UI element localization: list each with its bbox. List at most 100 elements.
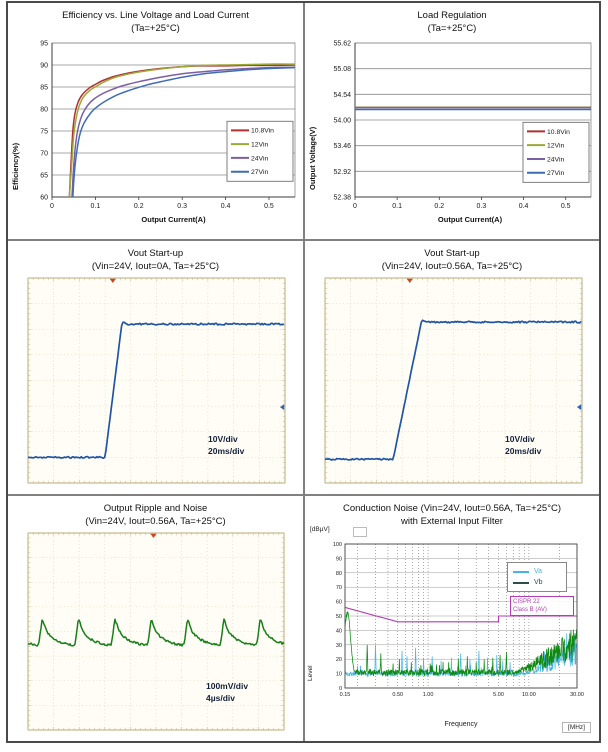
legend-label: Va bbox=[534, 568, 543, 575]
chart-subtitle: (Ta=+25°C) bbox=[427, 23, 477, 34]
limit-label-line1: CISPR 22 bbox=[513, 599, 540, 605]
svg-text:52.38: 52.38 bbox=[333, 195, 351, 202]
panel-startup-load: Vout Start-up (Vin=24V, Iout=0.56A, Ta=+… bbox=[305, 241, 599, 494]
svg-text:30.00: 30.00 bbox=[570, 692, 584, 698]
time-per-div: 20ms/div bbox=[208, 446, 245, 457]
svg-text:27Vin: 27Vin bbox=[547, 170, 564, 177]
svg-text:0.3: 0.3 bbox=[477, 203, 487, 210]
svg-text:65: 65 bbox=[40, 173, 48, 180]
svg-text:54.00: 54.00 bbox=[333, 118, 351, 125]
panel-ripple-noise: Output Ripple and Noise (Vin=24V, Iout=0… bbox=[8, 496, 303, 741]
scope-scale-annotation: 10V/div 20ms/div bbox=[208, 433, 244, 458]
svg-text:60: 60 bbox=[336, 600, 342, 606]
x-axis-label: Frequency bbox=[444, 721, 478, 728]
y-axis-label: Output Voltage(V) bbox=[308, 126, 317, 190]
svg-text:10: 10 bbox=[336, 672, 342, 678]
svg-text:50: 50 bbox=[336, 614, 342, 620]
load-regulation-chart: 52.38 52.92 53.46 54.00 54.54 55.08 55.62 0 0.1 0… bbox=[333, 41, 592, 210]
page-frame: Efficiency vs. Line Voltage and Load Cur… bbox=[6, 1, 601, 743]
startup-scope-capture bbox=[324, 277, 583, 484]
svg-text:80: 80 bbox=[40, 107, 48, 114]
svg-text:0.1: 0.1 bbox=[91, 203, 101, 210]
x-axis-unit: [MHz] bbox=[562, 722, 591, 733]
svg-text:24Vin: 24Vin bbox=[251, 155, 268, 162]
svg-text:90: 90 bbox=[40, 63, 48, 70]
svg-text:60: 60 bbox=[40, 195, 48, 202]
svg-text:0.50: 0.50 bbox=[392, 692, 403, 698]
y-axis-label: Level bbox=[307, 665, 314, 681]
vb-line-sample bbox=[513, 581, 529, 584]
svg-text:24Vin: 24Vin bbox=[547, 156, 564, 163]
svg-text:95: 95 bbox=[40, 41, 48, 48]
svg-text:80: 80 bbox=[336, 571, 342, 577]
svg-text:0.3: 0.3 bbox=[177, 203, 187, 210]
svg-text:40: 40 bbox=[336, 628, 342, 634]
svg-text:0.1: 0.1 bbox=[392, 203, 402, 210]
limit-label-line2: Class B (AV) bbox=[513, 607, 547, 614]
chart-title: Vout Start-up bbox=[424, 248, 480, 259]
svg-text:70: 70 bbox=[336, 585, 342, 591]
time-per-div: 20ms/div bbox=[505, 446, 542, 457]
panel-efficiency: Efficiency vs. Line Voltage and Load Cur… bbox=[8, 3, 303, 239]
svg-text:0.15: 0.15 bbox=[340, 692, 351, 698]
svg-text:0.5: 0.5 bbox=[561, 203, 571, 210]
chart-subtitle: (Vin=24V, Iout=0.56A, Ta=+25°C) bbox=[381, 261, 523, 272]
svg-text:0.4: 0.4 bbox=[519, 203, 529, 210]
empty-box-artifact bbox=[353, 527, 367, 537]
svg-text:70: 70 bbox=[40, 151, 48, 158]
legend-item-vb: Vb bbox=[513, 579, 561, 586]
chart-subtitle: (Vin=24V, Iout=0A, Ta=+25°C) bbox=[91, 261, 220, 272]
legend-item-va: Va bbox=[513, 568, 561, 575]
scope-scale-annotation: 10V/div 20ms/div bbox=[505, 433, 541, 458]
svg-text:0: 0 bbox=[339, 686, 342, 692]
svg-text:55.08: 55.08 bbox=[333, 66, 351, 73]
svg-text:12Vin: 12Vin bbox=[547, 143, 564, 150]
svg-text:20: 20 bbox=[336, 657, 342, 663]
volts-per-div: 10V/div bbox=[505, 434, 535, 444]
svg-text:10.00: 10.00 bbox=[522, 692, 536, 698]
chart-title: Conduction Noise (Vin=24V, Iout=0.56A, T… bbox=[342, 503, 562, 514]
panel-startup-noload: Vout Start-up (Vin=24V, Iout=0A, Ta=+25°… bbox=[8, 241, 303, 494]
x-axis-label: Output Current(A) bbox=[437, 215, 503, 224]
svg-text:0.4: 0.4 bbox=[221, 203, 231, 210]
chart-title: Vout Start-up bbox=[127, 248, 184, 259]
panel-load-regulation: Load Regulation (Ta=+25°C) Output Voltag… bbox=[305, 3, 599, 239]
svg-text:10.8Vin: 10.8Vin bbox=[547, 129, 570, 136]
y-axis-label: Efficiency(%) bbox=[11, 142, 20, 190]
y-axis-unit: [dBµV] bbox=[310, 526, 330, 533]
svg-text:100: 100 bbox=[333, 542, 342, 548]
x-axis-label: Output Current(A) bbox=[141, 215, 206, 224]
chart-title: Output Ripple and Noise bbox=[103, 503, 208, 514]
svg-text:0.5: 0.5 bbox=[264, 203, 274, 210]
limit-line-label: CISPR 22 Class B (AV) bbox=[510, 596, 574, 617]
chart-subtitle: (Ta=+25°C) bbox=[131, 23, 180, 34]
legend-label: Vb bbox=[534, 579, 543, 586]
scope-scale-annotation: 100mV/div 4µs/div bbox=[206, 680, 248, 705]
ripple-scope-capture bbox=[27, 532, 285, 731]
chart-subtitle: with External Input Filter bbox=[401, 516, 503, 527]
svg-text:30: 30 bbox=[336, 643, 342, 649]
svg-text:5.00: 5.00 bbox=[493, 692, 504, 698]
efficiency-chart: 60 65 70 75 80 85 90 95 0 0.1 0.2 0.3 0.4 0.5 10.8Vin 1… bbox=[40, 41, 296, 210]
conduction-noise-chart: 0 10 20 30 40 50 60 70 80 90 100 0.15 0.50 1.00 5.00 10… bbox=[333, 542, 584, 698]
svg-text:10.8Vin: 10.8Vin bbox=[251, 128, 274, 135]
va-line-sample bbox=[513, 570, 529, 573]
svg-text:52.92: 52.92 bbox=[333, 169, 351, 176]
startup-scope-capture bbox=[27, 277, 286, 484]
svg-text:53.46: 53.46 bbox=[333, 143, 351, 150]
svg-text:0.2: 0.2 bbox=[434, 203, 444, 210]
chart-subtitle: (Vin=24V, Iout=0.56A, Ta=+25°C) bbox=[85, 516, 226, 527]
svg-text:55.62: 55.62 bbox=[333, 41, 351, 48]
volts-per-div: 100mV/div bbox=[206, 681, 249, 691]
svg-text:85: 85 bbox=[40, 85, 48, 92]
svg-text:75: 75 bbox=[40, 129, 48, 136]
panel-conduction-noise: Conduction Noise (Vin=24V, Iout=0.56A, T… bbox=[305, 496, 599, 741]
svg-text:0.2: 0.2 bbox=[134, 203, 144, 210]
svg-text:90: 90 bbox=[336, 556, 342, 562]
legend: Va Vb bbox=[507, 562, 567, 592]
svg-text:1.00: 1.00 bbox=[423, 692, 434, 698]
svg-text:54.54: 54.54 bbox=[333, 92, 351, 99]
svg-text:27Vin: 27Vin bbox=[251, 169, 268, 176]
svg-text:0: 0 bbox=[50, 203, 54, 210]
